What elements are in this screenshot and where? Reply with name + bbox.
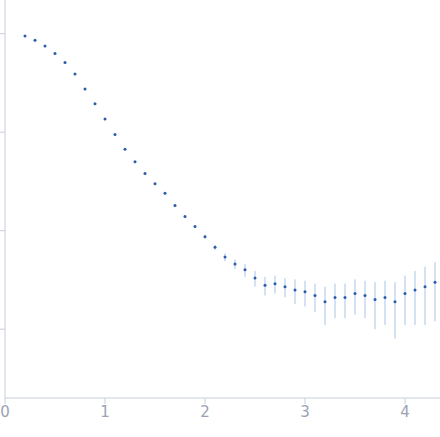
svg-text:4: 4 (400, 403, 410, 421)
svg-text:2: 2 (200, 403, 210, 421)
svg-text:1: 1 (100, 403, 110, 421)
svg-text:3: 3 (300, 403, 310, 421)
svg-text:0: 0 (8, 403, 10, 421)
